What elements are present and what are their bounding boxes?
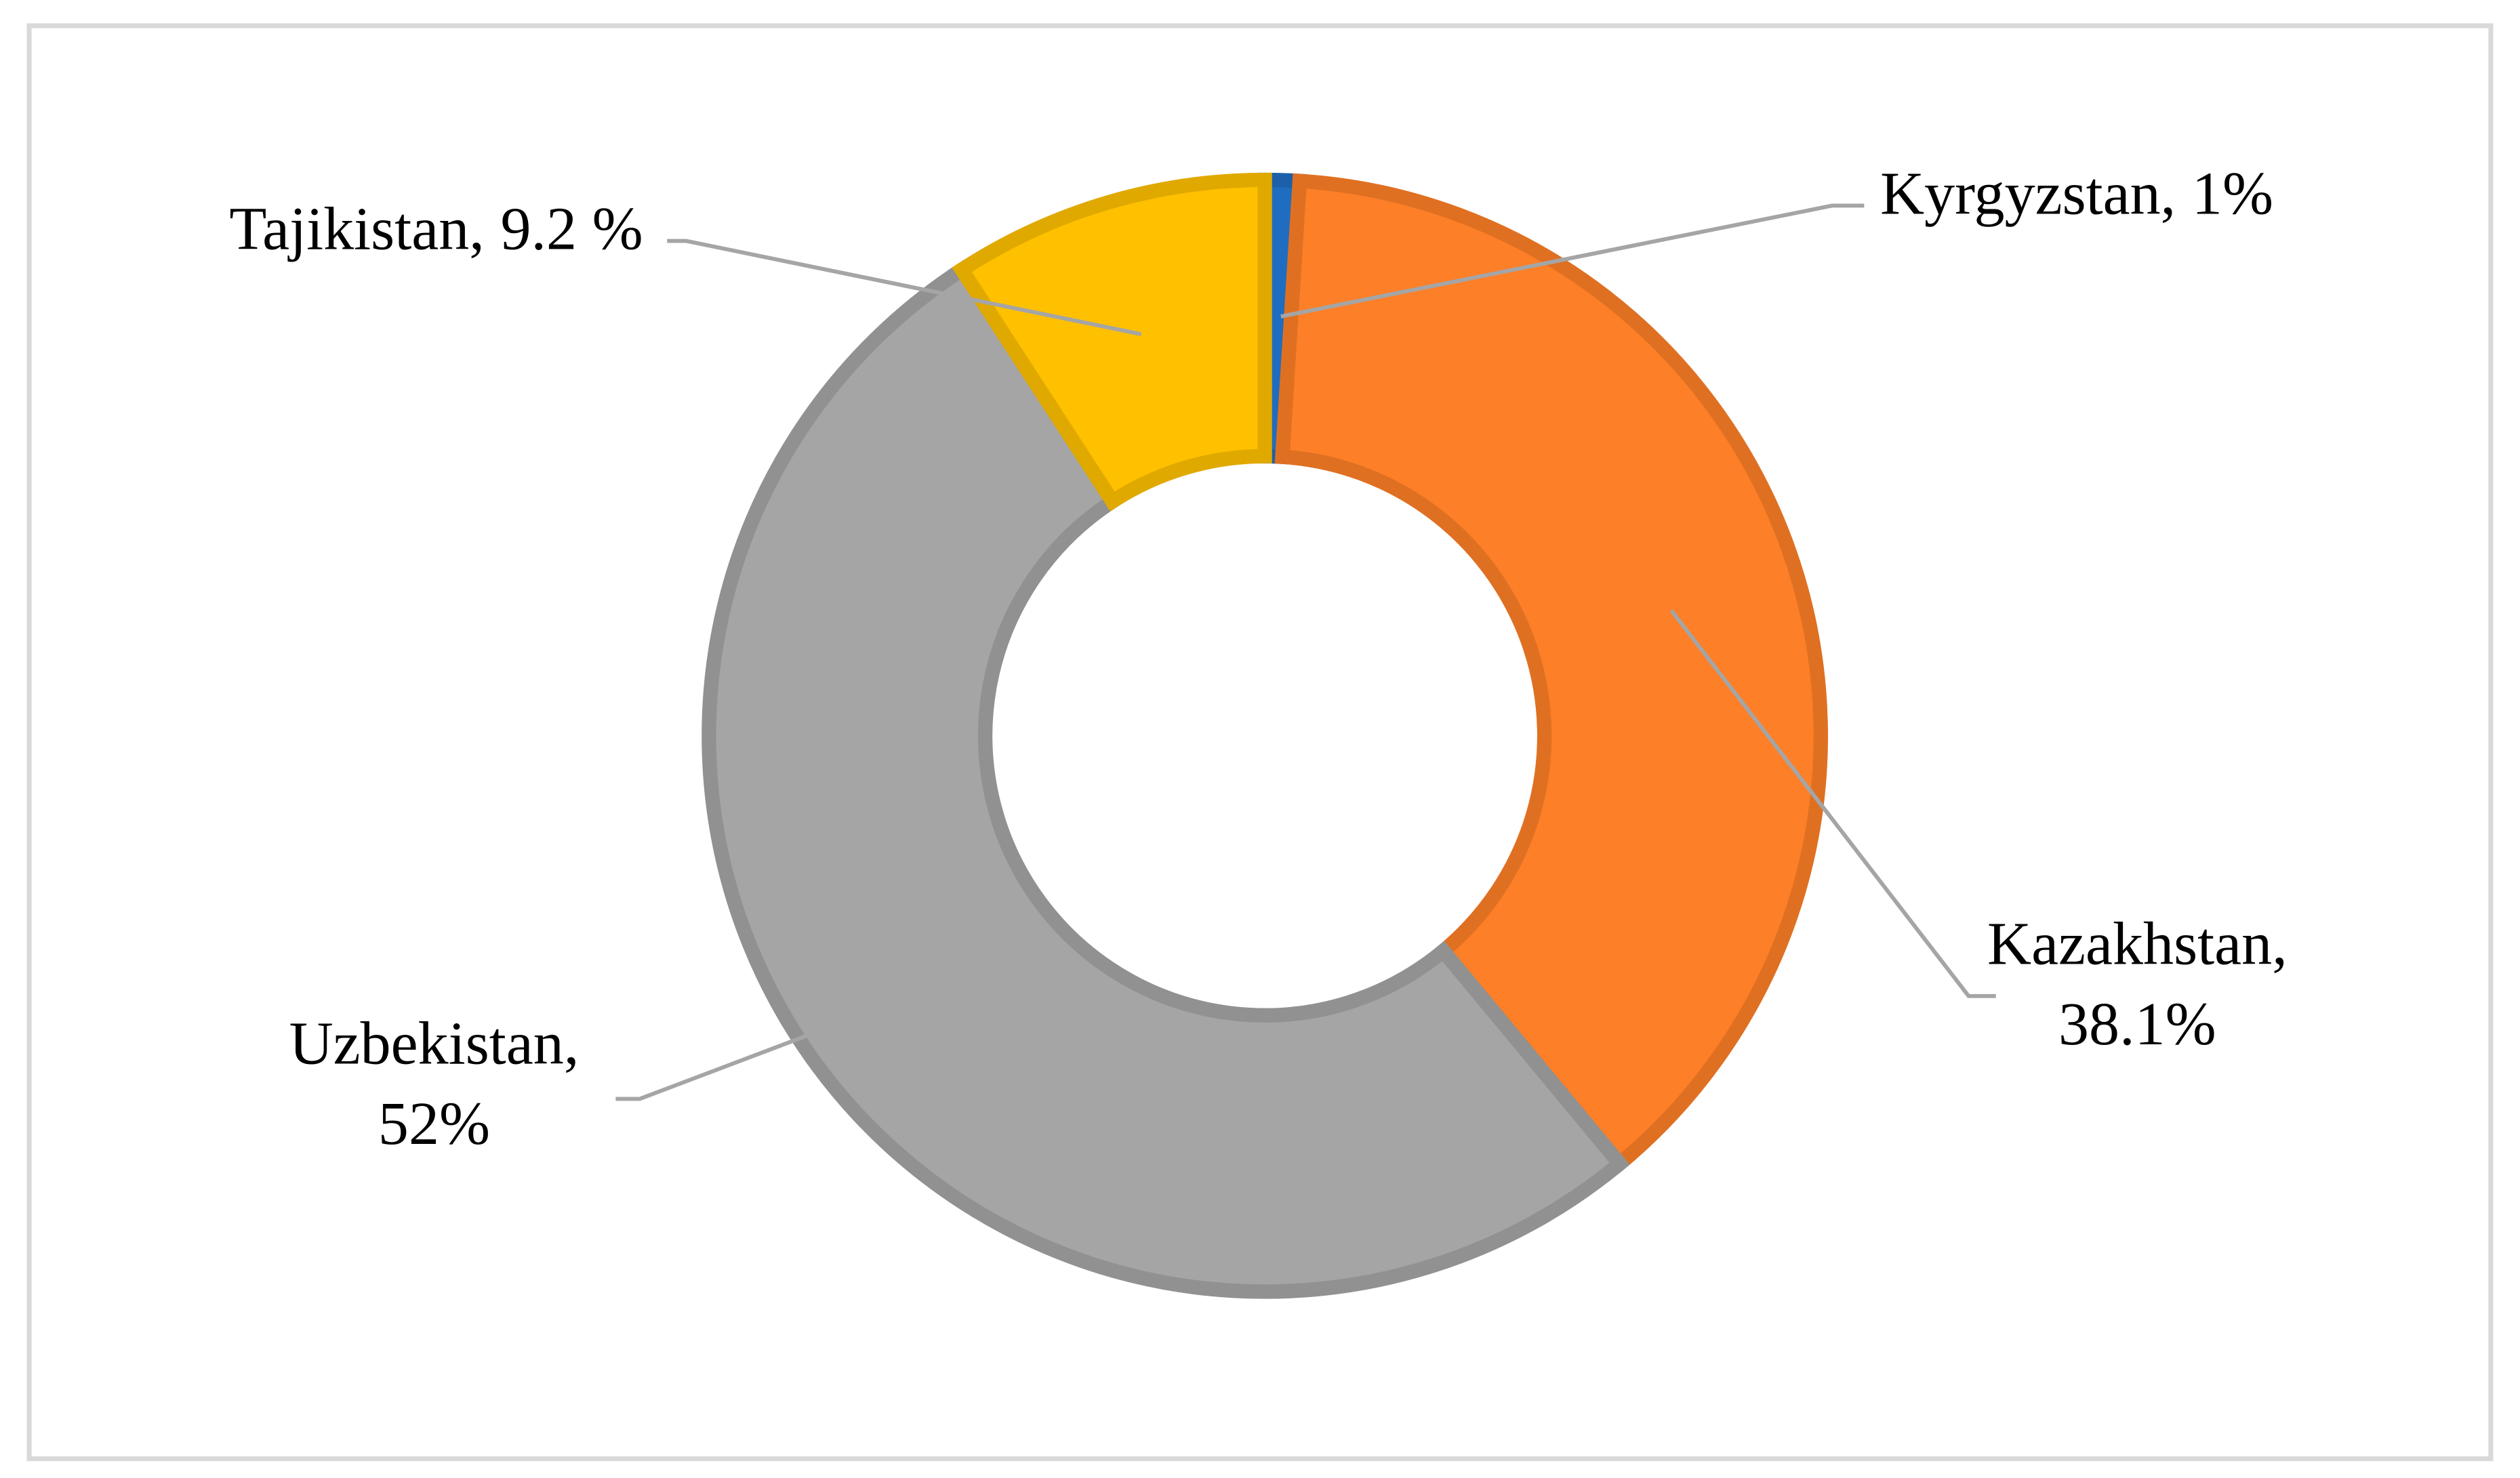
- donut-slice: [1274, 173, 1828, 1174]
- leader-line: [1280, 203, 1865, 319]
- value-label: 1%: [2192, 160, 2273, 227]
- data-label: Tajikistan, 9.2 %: [229, 195, 643, 262]
- leader-line: [667, 239, 1142, 336]
- category-label: Kyrgyzstan,: [1880, 160, 2176, 227]
- value-label: 38.1%: [2058, 991, 2216, 1058]
- donut-slice: [952, 172, 1272, 512]
- data-label: Kyrgyzstan, 1%: [1880, 160, 2273, 227]
- value-label: 52%: [378, 1090, 490, 1157]
- data-label: Kazakhstan, 38.1%: [1987, 910, 2288, 1058]
- leader-line: [1669, 609, 1996, 998]
- category-label: Uzbekistan,: [289, 1010, 580, 1077]
- category-label: Kazakhstan,: [1987, 910, 2288, 977]
- category-label: Tajikistan,: [229, 195, 484, 262]
- leader-line: [615, 989, 925, 1101]
- data-label: Uzbekistan, 52%: [289, 1010, 580, 1157]
- value-label: 9.2 %: [501, 195, 643, 262]
- donut-slice: [702, 260, 1630, 1299]
